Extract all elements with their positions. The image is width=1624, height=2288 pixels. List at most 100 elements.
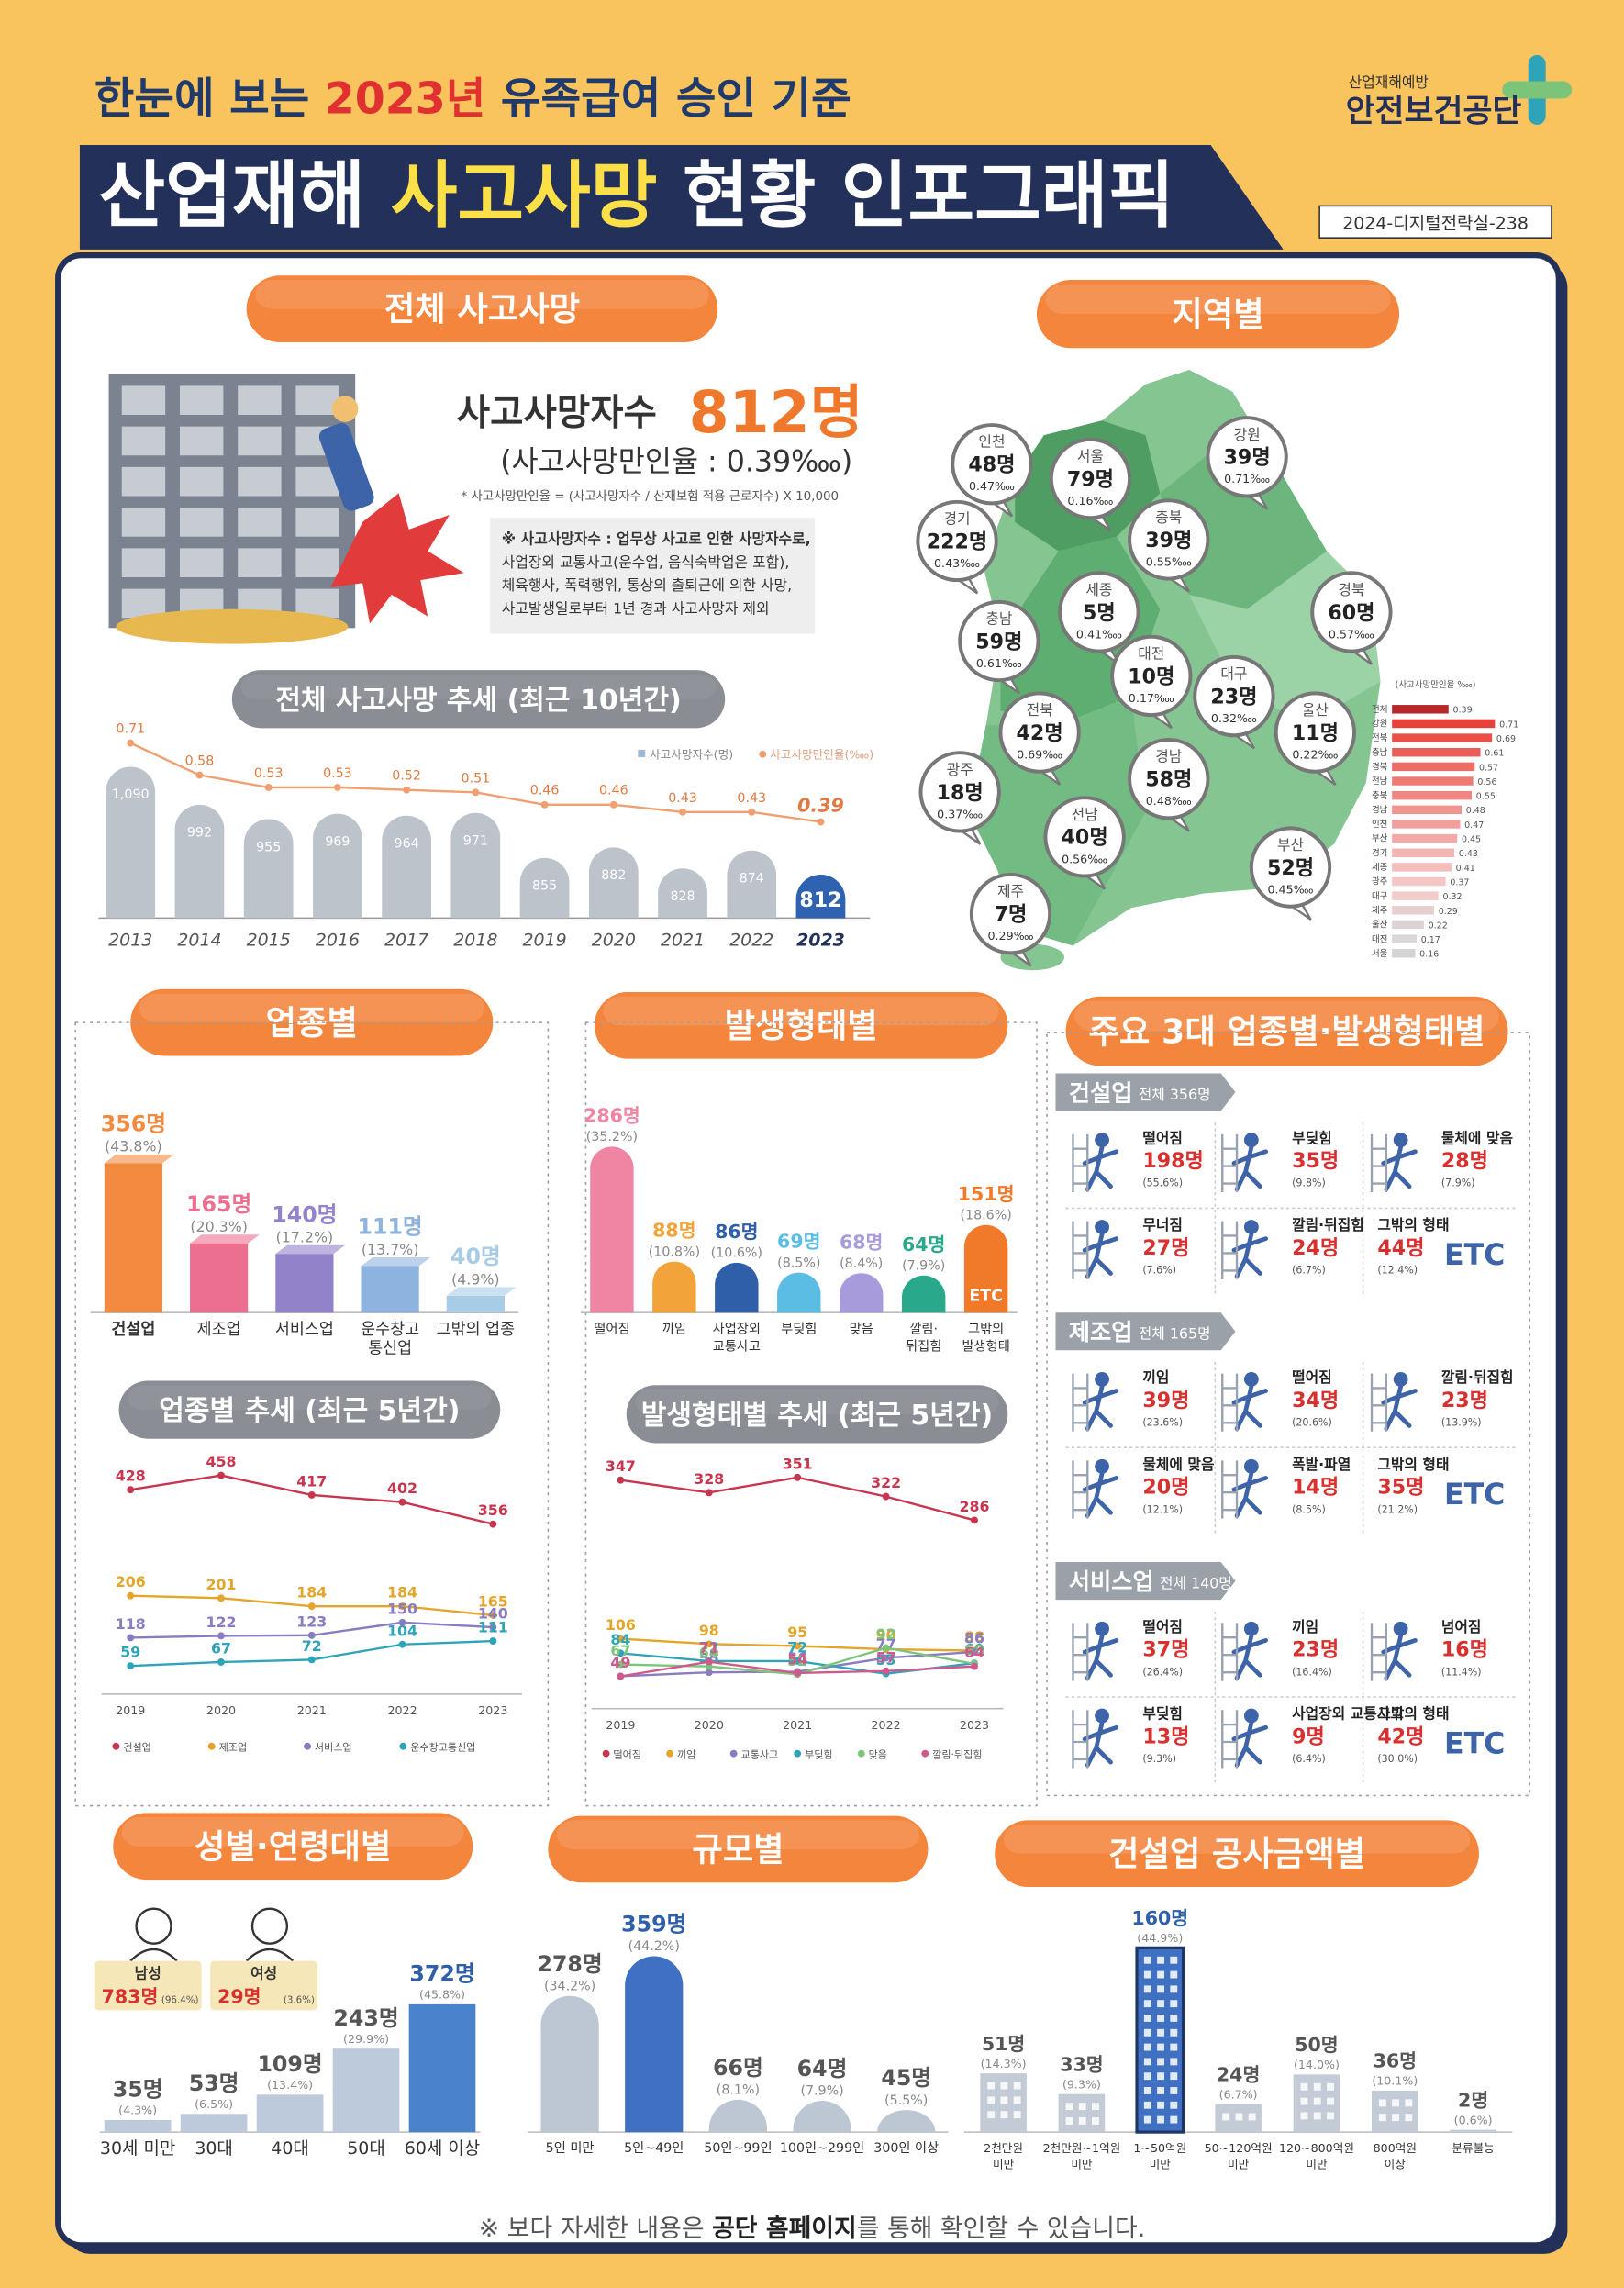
section-pill-shine (240, 674, 717, 699)
value-label: 68명 (840, 1231, 883, 1253)
icon-body (1082, 1384, 1119, 1432)
x-tick-label: 120~800억원 (1279, 2141, 1354, 2155)
value-label: 84 (610, 1631, 630, 1648)
bar (727, 850, 777, 919)
icon-prop (1072, 1221, 1089, 1279)
building-window (1327, 2097, 1334, 2105)
section-pill (130, 988, 494, 1056)
point (882, 1644, 890, 1652)
point (794, 1642, 802, 1650)
building-window (179, 508, 224, 537)
point (307, 1490, 316, 1499)
y-tick-label: 광주 (1372, 876, 1388, 887)
icon-prop (1072, 1710, 1089, 1769)
value-label: 69명 (777, 1231, 820, 1253)
item-count: 44명 (1377, 1236, 1424, 1260)
icon-body (1231, 1634, 1269, 1680)
group-total: 전체 140명 (1160, 1574, 1232, 1591)
rate-label: 0.52 (392, 769, 421, 784)
bar (652, 1261, 696, 1313)
value-label: 402 (387, 1479, 417, 1497)
bar (625, 1956, 684, 2133)
bar (104, 1163, 162, 1313)
rate-point (679, 808, 686, 816)
bar (1392, 920, 1424, 930)
building-window (1157, 1985, 1165, 1993)
pct-label: (5.5%) (884, 2093, 928, 2108)
region-bubble (1274, 691, 1357, 774)
value-label: 0.41 (1456, 864, 1475, 874)
value-label: 40명 (450, 1244, 501, 1269)
value-label: 356명 (101, 1111, 166, 1137)
pct-label: (0.6%) (1454, 2113, 1493, 2126)
person-body (245, 1948, 295, 1962)
label: 0.45‱ (1268, 882, 1314, 896)
x-tick-label: 2019 (606, 1718, 635, 1732)
region-bubble (951, 423, 1033, 506)
building-window (1078, 2103, 1086, 2111)
label: 충남 (985, 610, 1012, 628)
bar (361, 1266, 419, 1313)
label: 59명 (975, 630, 1022, 653)
building-window (121, 508, 166, 537)
building-window (1222, 2113, 1230, 2121)
building-window (1143, 2043, 1151, 2051)
point (794, 1473, 802, 1481)
building-window (1013, 2111, 1021, 2119)
x-tick-label: 운수창고 (361, 1321, 419, 1339)
legend-swatch (794, 1749, 802, 1758)
section-pill (626, 1385, 1008, 1444)
gender-box (94, 1960, 202, 2011)
value-label: 57 (876, 1648, 896, 1666)
building-window (238, 385, 282, 415)
item-count: 35명 (1377, 1476, 1424, 1500)
section-pill-shine (121, 1817, 464, 1847)
x-tick-label: 1~50억원 (1133, 2141, 1186, 2155)
pct-label: (7.9%) (800, 2084, 843, 2099)
value-label: 0.71 (1499, 720, 1518, 730)
text-part: 현황 인포그래픽 (657, 153, 1174, 238)
label: 전북 (1027, 701, 1053, 719)
legend-label: 떨어짐 (613, 1748, 641, 1760)
value-label: 92 (876, 1625, 896, 1643)
item-count: 39명 (1142, 1389, 1189, 1412)
building-window (1143, 2000, 1151, 2008)
building-window (1313, 2097, 1321, 2105)
x-tick-label: 2천만원 (984, 2141, 1023, 2155)
x-tick-label: 800억원 (1374, 2141, 1417, 2155)
building-window (1157, 2058, 1165, 2066)
icon-head (1095, 1372, 1109, 1387)
building-window (1143, 2087, 1151, 2094)
value-label: 86명 (715, 1221, 758, 1243)
section-pill-shine (556, 1820, 919, 1849)
value-label: 0.69 (1496, 734, 1516, 744)
icon-prop (1221, 1710, 1239, 1769)
item-label: 물체에 맞음 (1441, 1129, 1513, 1146)
value-label: 0.48 (1466, 806, 1485, 816)
value-label: 0.32 (1442, 892, 1462, 902)
value-label: 52 (787, 1652, 807, 1669)
bar (588, 847, 639, 919)
value-label: 874 (740, 872, 764, 887)
item-pct: (23.6%) (1142, 1416, 1183, 1428)
section-pill (113, 1813, 473, 1881)
pct-label: (43.8%) (105, 1138, 162, 1155)
rate-point (609, 800, 617, 809)
x-tick-label: 2013 (108, 930, 152, 950)
building-window (1143, 2101, 1151, 2109)
point (794, 1657, 802, 1665)
section-frame (74, 1021, 550, 1807)
building-window (1170, 1956, 1178, 1964)
bar (1392, 863, 1452, 872)
item-count: 42명 (1377, 1725, 1424, 1749)
y-tick-label: 세종 (1372, 863, 1388, 873)
legend-swatch (666, 1749, 674, 1758)
text-part: 한눈에 보는 (95, 73, 325, 124)
value-label: 0.55 (1476, 792, 1496, 802)
value-label: 109명 (257, 2051, 322, 2077)
label: 7명 (995, 903, 1028, 927)
value-label: 828 (670, 889, 695, 904)
value-label: 165명 (186, 1191, 251, 1217)
x-tick-label: 그밖의 (968, 1321, 1004, 1336)
y-tick-label: 충남 (1372, 748, 1388, 758)
